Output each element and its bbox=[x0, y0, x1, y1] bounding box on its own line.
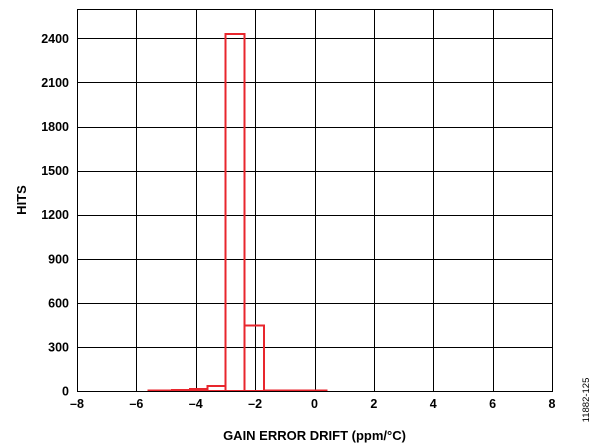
x-axis-label: GAIN ERROR DRIFT (ppm/°C) bbox=[223, 428, 406, 443]
y-axis-label: HITS bbox=[14, 185, 29, 215]
x-tick-label: –8 bbox=[70, 397, 84, 411]
y-tick-label: 1500 bbox=[41, 164, 69, 178]
histogram-bar bbox=[243, 324, 266, 392]
y-tick-labels: 0 300 600 900 1200 1500 1800 2100 2400 bbox=[41, 32, 69, 399]
grid bbox=[77, 9, 553, 392]
histogram-bar bbox=[263, 389, 283, 392]
histogram-bar bbox=[206, 384, 227, 393]
y-tick-label: 900 bbox=[48, 252, 69, 266]
y-tick-label: 600 bbox=[48, 296, 69, 310]
x-tick-label: –2 bbox=[248, 397, 262, 411]
x-tick-labels: –8 –6 –4 –2 0 2 4 6 8 bbox=[70, 397, 555, 411]
y-tick-label: 1800 bbox=[41, 120, 69, 134]
figure-id: 11882-125 bbox=[581, 378, 592, 423]
histogram-bar bbox=[224, 32, 246, 392]
x-tick-label: 4 bbox=[430, 397, 437, 411]
x-tick-label: 6 bbox=[489, 397, 496, 411]
x-tick-label: 0 bbox=[311, 397, 318, 411]
y-tick-label: 0 bbox=[62, 385, 69, 399]
y-tick-label: 2100 bbox=[41, 76, 69, 90]
plot-frame bbox=[77, 9, 553, 392]
histogram-bar bbox=[171, 388, 191, 393]
x-tick-label: 8 bbox=[549, 397, 556, 411]
histogram-bar bbox=[188, 387, 209, 393]
x-tick-label: 2 bbox=[370, 397, 377, 411]
y-tick-label: 1200 bbox=[41, 208, 69, 222]
x-tick-label: –6 bbox=[129, 397, 143, 411]
y-tick-label: 2400 bbox=[41, 32, 69, 46]
y-tick-label: 300 bbox=[48, 340, 69, 354]
x-tick-label: –4 bbox=[189, 397, 203, 411]
histogram-bars bbox=[147, 32, 328, 393]
